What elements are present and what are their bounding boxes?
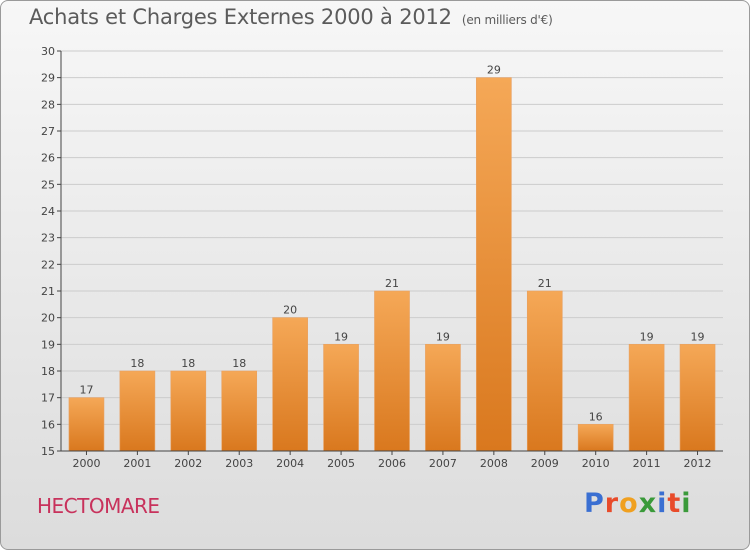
bar [221, 370, 258, 452]
data-label: 21 [538, 277, 552, 290]
x-tick-label: 2005 [327, 457, 355, 470]
x-tick-label: 2001 [123, 457, 151, 470]
bar [679, 344, 716, 452]
data-label: 19 [334, 330, 348, 343]
bar [323, 344, 359, 452]
data-label: 17 [79, 384, 93, 397]
data-label: 19 [691, 330, 705, 343]
title-text: Achats et Charges Externes 2000 à 2012 [29, 5, 452, 29]
data-label: 29 [487, 64, 501, 77]
brand-letter: i [681, 488, 692, 519]
bar [526, 290, 563, 452]
data-label: 18 [181, 357, 195, 370]
x-tick-label: 2011 [633, 457, 661, 470]
bar [272, 317, 308, 452]
bar [170, 370, 207, 452]
y-tick-label: 18 [41, 365, 55, 378]
y-tick-label: 20 [41, 312, 55, 325]
unit-label: (en milliers d'€) [461, 13, 553, 27]
y-tick-label: 24 [41, 205, 55, 218]
x-tick-label: 2009 [531, 457, 559, 470]
y-tick-label: 23 [41, 232, 55, 245]
data-label: 21 [385, 277, 399, 290]
bar [68, 397, 105, 452]
data-label: 18 [130, 357, 144, 370]
x-tick-label: 2012 [684, 457, 712, 470]
brand-letter: r [604, 488, 620, 519]
y-tick-label: 29 [41, 72, 55, 85]
y-tick-label: 21 [41, 285, 55, 298]
x-tick-label: 2002 [174, 457, 202, 470]
y-tick-label: 22 [41, 258, 55, 271]
bar [374, 290, 410, 452]
x-tick-label: 2008 [480, 457, 508, 470]
y-tick-label: 27 [41, 125, 55, 138]
x-tick-label: 2004 [276, 457, 304, 470]
brand-letter: o [619, 488, 639, 519]
chart-title: Achats et Charges Externes 2000 à 2012 (e… [29, 5, 553, 29]
data-label: 19 [436, 330, 450, 343]
bar [577, 424, 614, 452]
y-tick-label: 28 [41, 98, 55, 111]
x-tick-label: 2007 [429, 457, 457, 470]
labels: 17 18 18 18 20 19 21 19 29 21 16 19 19 [79, 64, 704, 424]
x-tick-label: 2003 [225, 457, 253, 470]
bar [476, 77, 512, 452]
proxiti-logo: Proxiti [584, 488, 692, 519]
bars [68, 77, 716, 452]
x-tick-label: 2000 [72, 457, 100, 470]
bar [628, 344, 665, 452]
axes: 15 16 17 18 19 20 21 22 23 24 25 26 27 28 29 30 2000 2001… [41, 45, 723, 470]
bar [425, 344, 461, 452]
brand-letter: x [638, 488, 658, 519]
y-tick-label: 19 [41, 338, 55, 351]
y-tick-label: 15 [41, 445, 55, 458]
data-label: 18 [232, 357, 246, 370]
brand-letter: t [667, 488, 682, 519]
y-tick-label: 25 [41, 178, 55, 191]
commune-name: HECTOMARE [37, 494, 160, 518]
y-tick-label: 17 [41, 392, 55, 405]
data-label: 16 [589, 410, 603, 423]
brand-letter: i [657, 488, 668, 519]
x-tick-label: 2006 [378, 457, 406, 470]
bar [119, 370, 156, 452]
y-tick-label: 30 [41, 45, 55, 58]
y-tick-label: 26 [41, 152, 55, 165]
brand-letter: P [584, 488, 605, 519]
x-tick-label: 2010 [582, 457, 610, 470]
data-label: 19 [640, 330, 654, 343]
y-tick-label: 16 [41, 418, 55, 431]
data-label: 20 [283, 304, 297, 317]
